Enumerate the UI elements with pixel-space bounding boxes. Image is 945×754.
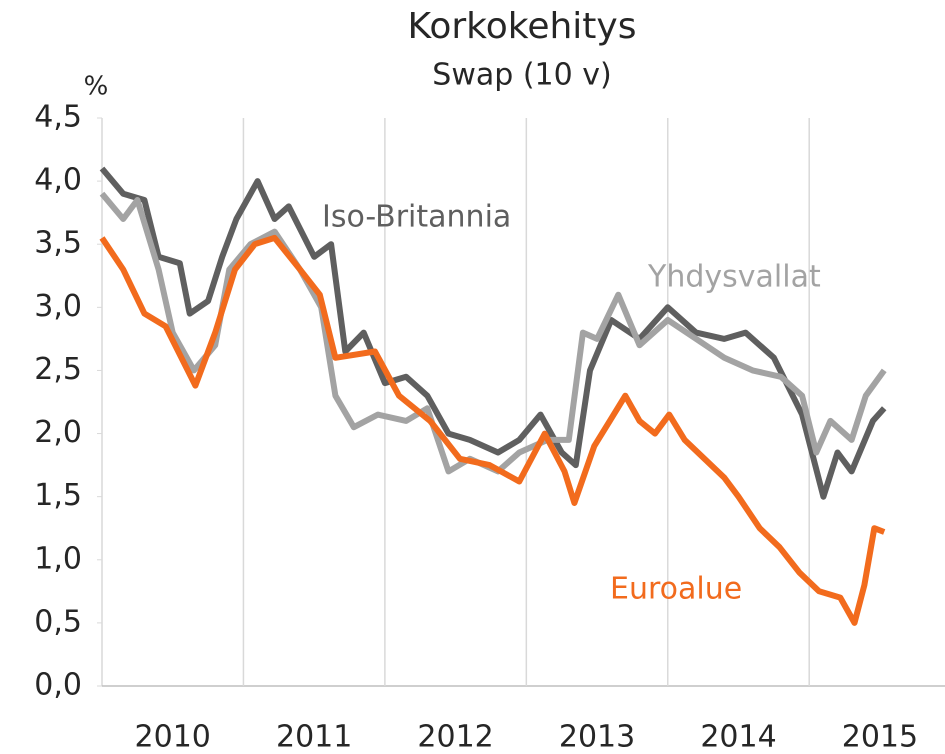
y-tick-label: 4,0 [34, 163, 82, 198]
series-line [99, 234, 886, 626]
series-line [99, 166, 887, 500]
x-tick-label: 2011 [276, 720, 352, 754]
chart-subtitle: Swap (10 v) [432, 58, 611, 93]
y-tick-label: 3,5 [34, 226, 82, 261]
x-tick-label: 2015 [842, 720, 918, 754]
chart-title: Korkokehitys [408, 6, 637, 47]
y-tick-label: 4,5 [34, 100, 82, 135]
series-label: Iso-Britannia [322, 200, 511, 235]
y-axis-unit: % [84, 72, 109, 102]
y-tick-label: 3,0 [34, 289, 82, 324]
x-tick-label: 2014 [700, 720, 776, 754]
x-tick-label: 2013 [559, 720, 635, 754]
y-tick-label: 0,0 [34, 668, 82, 703]
series-label: Euroalue [610, 572, 742, 607]
series-label: Yhdysvallat [647, 260, 821, 295]
y-tick-label: 2,0 [34, 415, 82, 450]
y-tick-label: 0,5 [34, 604, 82, 639]
x-tick-label: 2010 [135, 720, 211, 754]
y-tick-label: 1,5 [34, 478, 82, 513]
y-tick-label: 2,5 [34, 352, 82, 387]
x-tick-label: 2012 [417, 720, 493, 754]
series-line [99, 191, 887, 475]
y-tick-label: 1,0 [34, 541, 82, 576]
